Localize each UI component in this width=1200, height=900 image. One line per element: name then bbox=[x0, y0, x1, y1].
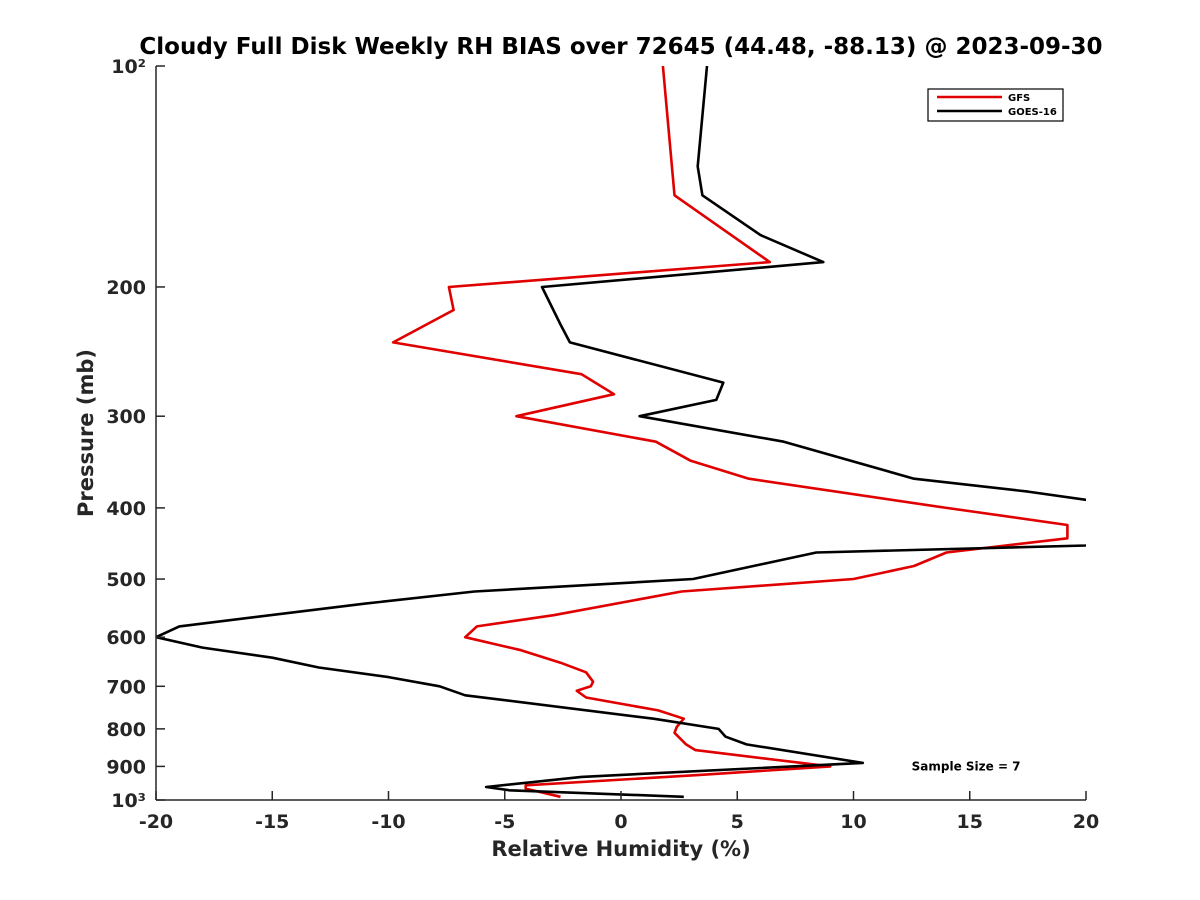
y-tick-label: 700 bbox=[106, 676, 146, 698]
x-tick-label: 10 bbox=[840, 811, 866, 833]
y-tick-label: 800 bbox=[106, 719, 146, 741]
x-tick-label: 0 bbox=[614, 811, 627, 833]
y-tick-label: 10² bbox=[111, 56, 146, 78]
sample-size-annotation: Sample Size = 7 bbox=[912, 759, 1021, 773]
y-tick-label: 900 bbox=[106, 756, 146, 778]
x-tick-label: -5 bbox=[494, 811, 515, 833]
legend-label-gfs: GFS bbox=[1008, 93, 1030, 104]
legend-label-goes16: GOES-16 bbox=[1008, 107, 1057, 118]
x-tick-label: 15 bbox=[957, 811, 983, 833]
y-tick-label: 300 bbox=[106, 406, 146, 428]
y-tick-label: 500 bbox=[106, 569, 146, 591]
y-tick-label: 400 bbox=[106, 498, 146, 520]
legend: GFS GOES-16 bbox=[927, 88, 1064, 122]
x-axis-label: Relative Humidity (%) bbox=[491, 837, 750, 861]
x-tick-label: 20 bbox=[1073, 811, 1099, 833]
legend-box bbox=[927, 88, 1064, 122]
series-line-goes-16 bbox=[156, 66, 1086, 799]
x-tick-label: -20 bbox=[139, 811, 173, 833]
x-tick-label: -15 bbox=[255, 811, 289, 833]
y-ticks: 10² 200 300 400 500 600 700 800 900 10³ bbox=[106, 56, 165, 812]
y-axis-label: Pressure (mb) bbox=[74, 349, 98, 517]
x-ticks: -20 -15 -10 -5 0 5 10 15 20 bbox=[139, 791, 1099, 833]
y-tick-label: 10³ bbox=[111, 790, 146, 812]
x-tick-label: 5 bbox=[731, 811, 744, 833]
x-tick-label: -10 bbox=[371, 811, 405, 833]
chart-title: Cloudy Full Disk Weekly RH BIAS over 726… bbox=[139, 34, 1102, 60]
y-tick-label: 600 bbox=[106, 627, 146, 649]
y-tick-label: 200 bbox=[106, 277, 146, 299]
series-line-gfs bbox=[391, 66, 1069, 799]
series-group bbox=[156, 66, 1086, 799]
